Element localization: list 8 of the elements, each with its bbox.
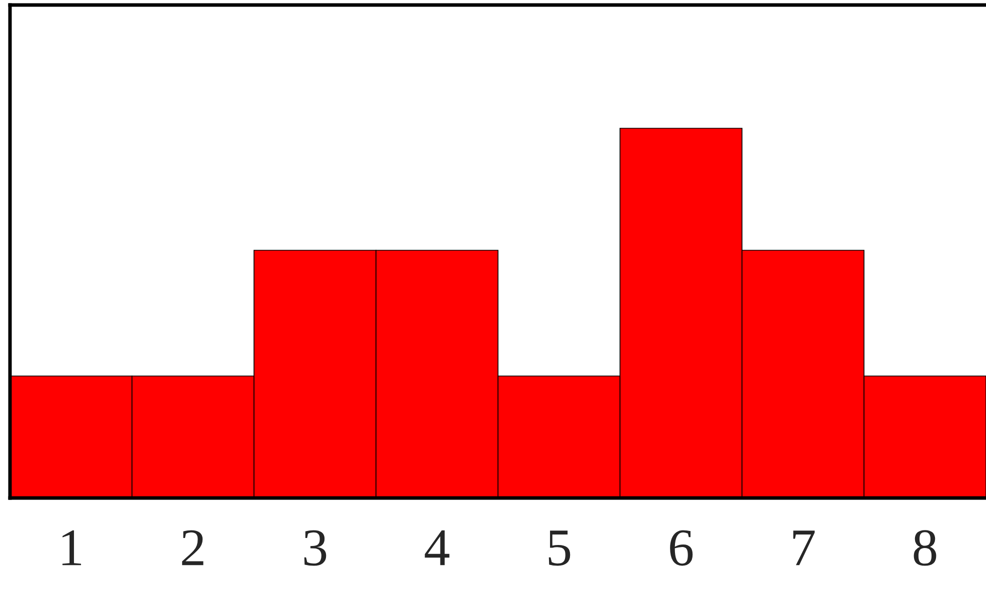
x-tick-label: 3 (304, 530, 326, 566)
x-tick-label: 2 (182, 530, 204, 566)
x-tick-label: 7 (793, 530, 815, 566)
x-tick-label: 5 (548, 530, 570, 566)
x-tick-label: 4 (424, 530, 450, 566)
x-tick-label: 8 (914, 530, 936, 566)
x-tick-label: 6 (670, 530, 693, 566)
x-tick-label: 1 (62, 530, 82, 566)
